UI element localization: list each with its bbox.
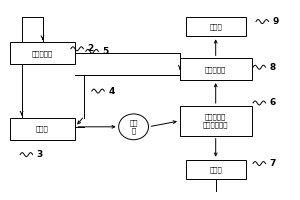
Text: 3: 3 [37, 150, 43, 159]
Text: 循环
泵: 循环 泵 [129, 120, 138, 134]
Text: 2: 2 [87, 44, 94, 53]
FancyBboxPatch shape [10, 118, 75, 140]
Text: 9: 9 [272, 17, 279, 26]
Text: 8: 8 [269, 63, 276, 72]
Ellipse shape [118, 114, 148, 140]
Text: 纸带过滤机: 纸带过滤机 [32, 50, 53, 57]
Text: 循环槽: 循环槽 [36, 125, 49, 132]
FancyBboxPatch shape [10, 42, 75, 64]
Text: 清水槽: 清水槽 [209, 166, 222, 173]
Text: 7: 7 [269, 159, 276, 168]
FancyBboxPatch shape [180, 58, 251, 80]
FancyBboxPatch shape [186, 160, 246, 179]
Text: 5: 5 [102, 47, 109, 56]
Text: 碟式分离机: 碟式分离机 [205, 66, 226, 73]
FancyBboxPatch shape [186, 17, 246, 36]
Text: 4: 4 [108, 87, 115, 96]
Text: 储油罐: 储油罐 [209, 23, 222, 30]
Text: 无机陶瓷膜
分离放增装置: 无机陶瓷膜 分离放增装置 [203, 114, 228, 128]
FancyBboxPatch shape [180, 106, 251, 136]
Text: 6: 6 [269, 98, 276, 107]
